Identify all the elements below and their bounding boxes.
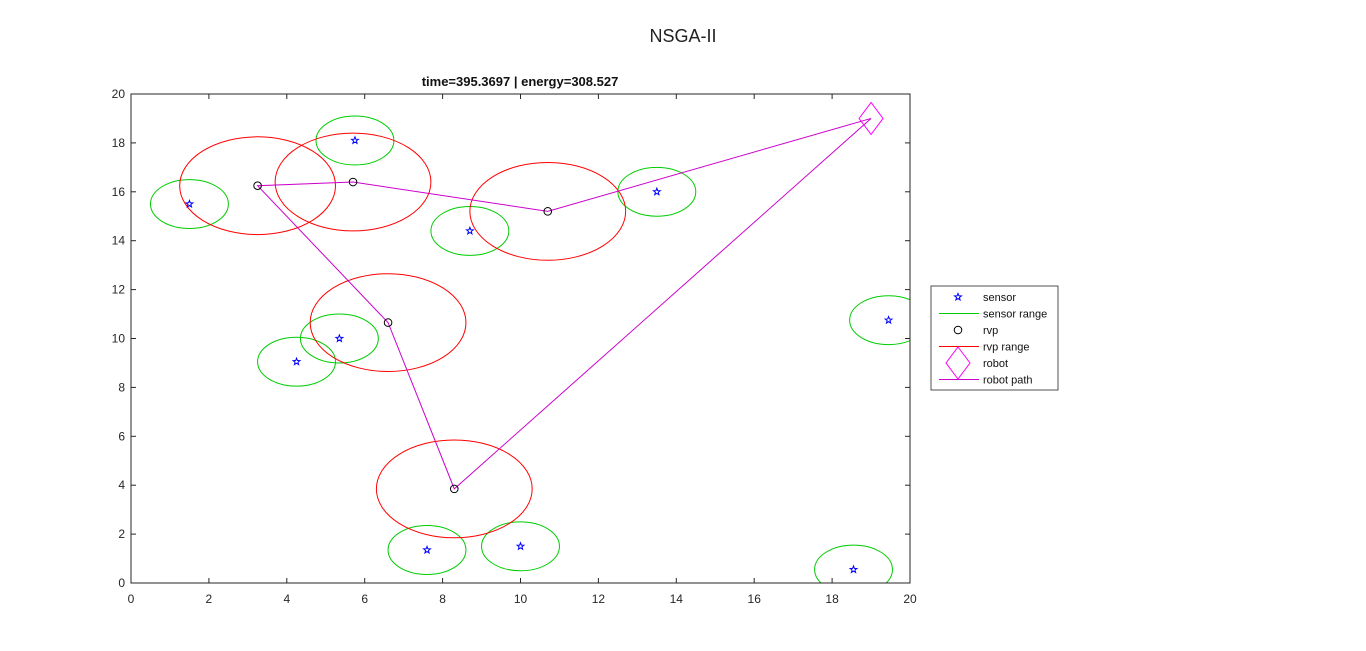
rvp-point-2 [348,177,358,187]
legend-box [930,285,1059,391]
rvp-range-3 [469,161,627,261]
legend-label-robot: robot [983,358,1008,370]
sensor-point-10 [848,564,859,574]
axes-background [131,94,910,583]
sensor-range-7 [849,295,910,346]
axes-title: time=395.3697 | energy=308.527 [422,74,619,89]
x-tick-label: 6 [361,592,368,606]
y-tick-label: 18 [112,136,126,150]
y-tick-label: 0 [118,576,125,590]
sensor-range-5 [299,313,379,364]
sensor-point-1 [184,198,195,209]
y-tick-label: 2 [118,527,125,541]
sensor-point-6 [291,356,302,366]
y-tick-label: 12 [112,283,126,297]
rvp-point-1 [253,181,262,190]
legend-item-rvp: rvp [953,325,998,337]
robot-path-layer [256,117,872,490]
y-tick-label: 8 [118,380,125,394]
legend-label-robot-path: robot path [983,375,1033,387]
sensor-point-8 [422,544,432,555]
y-tick-label: 6 [118,429,125,443]
sensor-point-7 [883,315,894,325]
markers-layer [184,101,894,574]
x-tick-label: 20 [903,592,917,606]
x-tick-label: 4 [283,592,290,606]
rvp-range-5 [375,439,533,539]
ticks-layer: 0 2 4 6 8 10 12 14 16 18 20 0 2 4 6 8 10 12 14 16 18 20 [112,87,917,606]
rvp-point-3 [543,207,553,216]
y-tick-label: 20 [112,87,126,101]
x-tick-label: 12 [592,592,606,606]
x-tick-label: 2 [206,592,213,606]
sensor-point-3 [465,225,475,235]
sensor-range-9 [481,521,560,572]
ranges-layer [149,115,910,583]
legend-item-sensor: sensor [953,291,1016,304]
robot-path-line [256,117,872,490]
legend-label-sensor-range: sensor range [983,309,1047,321]
x-tick-label: 18 [825,592,839,606]
rvp-range-1 [179,136,336,236]
legend-item-rvp-range: rvp range [939,342,1029,354]
y-tick-label: 10 [112,332,126,346]
legend-label-rvp-range: rvp range [983,342,1029,354]
x-tick-label: 16 [748,592,762,606]
y-tick-label: 16 [112,185,126,199]
legend-item-sensor-range: sensor range [939,309,1047,321]
legend-symbol-sensor [953,291,963,302]
x-tick-label: 0 [128,592,135,606]
legend-symbol-rvp [953,325,963,335]
rvp-range-2 [274,132,432,232]
y-tick-label: 14 [112,234,126,248]
sensor-point-2 [350,135,360,145]
legend-label-sensor: sensor [983,292,1016,304]
legend-label-rvp: rvp [983,325,998,337]
rvp-point-5 [449,484,459,494]
legend: sensor sensor range rvp rvp range robot robot… [930,285,1059,391]
rvp-point-4 [383,318,393,327]
robot-marker [858,101,884,136]
x-tick-label: 10 [514,592,528,606]
plot-area: 0 2 4 6 8 10 12 14 16 18 20 0 2 4 6 8 10 12 14 16 18 20 [112,87,917,606]
sensor-range-1 [149,179,229,229]
x-tick-label: 8 [439,592,446,606]
legend-item-robot-path: robot path [939,375,1033,387]
sensor-range-10 [814,544,893,583]
sensor-point-4 [652,186,662,196]
sensor-range-6 [257,336,336,387]
sensor-point-9 [515,541,526,551]
x-tick-label: 14 [670,592,684,606]
sensor-range-8 [387,525,467,575]
rvp-range-4 [309,273,467,373]
figure-title: NSGA-II [649,26,716,46]
y-tick-label: 4 [118,478,125,492]
sensor-range-4 [617,166,697,217]
sensor-point-5 [334,333,345,343]
